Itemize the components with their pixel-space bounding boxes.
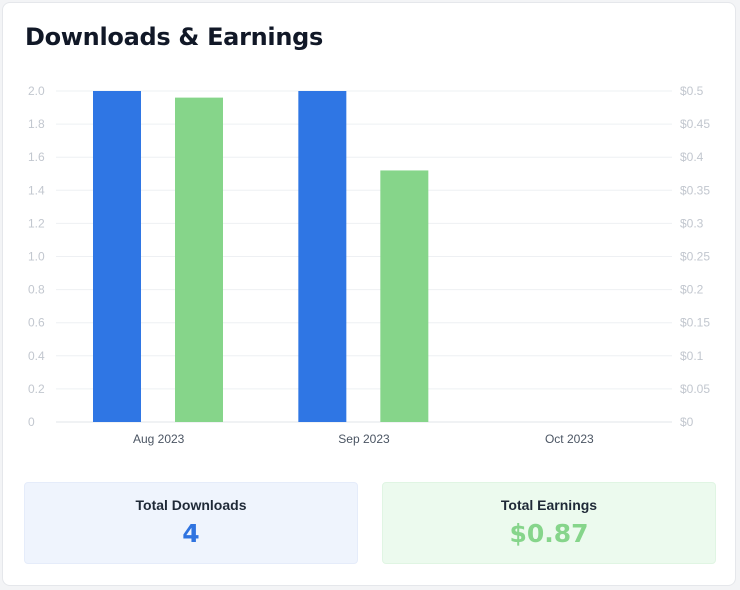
total-earnings-value: $0.87: [509, 519, 589, 548]
downloads-bar: [298, 91, 347, 422]
right-tick-label: $0.5: [680, 84, 704, 98]
right-tick-label: $0.05: [680, 382, 710, 396]
earnings-bar: [175, 97, 223, 423]
total-earnings-panel: Total Earnings $0.87: [382, 482, 716, 564]
right-tick-label: $0.35: [680, 183, 710, 197]
x-tick-label: Oct 2023: [545, 432, 594, 446]
right-tick-label: $0.15: [680, 316, 710, 330]
right-tick-label: $0.25: [680, 250, 710, 264]
left-tick-label: 2.0: [28, 84, 45, 98]
left-tick-label: 1.4: [28, 183, 45, 197]
x-tick-label: Aug 2023: [133, 432, 185, 446]
chart-bars: [93, 91, 429, 423]
downloads-bar: [93, 91, 141, 422]
left-tick-label: 0.6: [28, 316, 45, 330]
left-y-axis: 0 0.2 0.4 0.6 0.8 1.0 1.2 1.4 1.6 1.8 2.0: [28, 84, 45, 429]
right-tick-label: $0.45: [680, 117, 710, 131]
left-tick-label: 1.8: [28, 117, 45, 131]
right-y-axis: $0 $0.05 $0.1 $0.15 $0.2 $0.25 $0.3 $0.35 $0.4 $0…: [680, 84, 710, 429]
earnings-bar: [380, 170, 429, 422]
right-tick-label: $0.4: [680, 150, 704, 164]
total-downloads-label: Total Downloads: [135, 497, 247, 513]
total-downloads-value: 4: [182, 519, 200, 548]
left-tick-label: 1.6: [28, 150, 45, 164]
right-tick-label: $0: [680, 415, 694, 429]
x-tick-label: Sep 2023: [338, 432, 390, 446]
x-axis: Aug 2023 Sep 2023 Oct 2023: [133, 432, 594, 446]
total-downloads-panel: Total Downloads 4: [24, 482, 358, 564]
downloads-earnings-chart: 00.20.40.60.81.01.21.41.61.82.0 $0$0.05$…: [28, 84, 710, 446]
left-tick-label: 0.8: [28, 283, 45, 297]
left-tick-label: 1.0: [28, 250, 45, 264]
left-tick-label: 0: [28, 415, 35, 429]
card-title: Downloads & Earnings: [25, 23, 323, 51]
left-tick-label: 1.2: [28, 216, 45, 230]
total-earnings-label: Total Earnings: [500, 497, 598, 513]
chart-gridlines: [56, 90, 672, 423]
right-tick-label: $0.3: [680, 216, 704, 230]
right-tick-label: $0.1: [680, 349, 704, 363]
left-tick-label: 0.4: [28, 349, 45, 363]
left-tick-label: 0.2: [28, 382, 45, 396]
right-tick-label: $0.2: [680, 283, 704, 297]
